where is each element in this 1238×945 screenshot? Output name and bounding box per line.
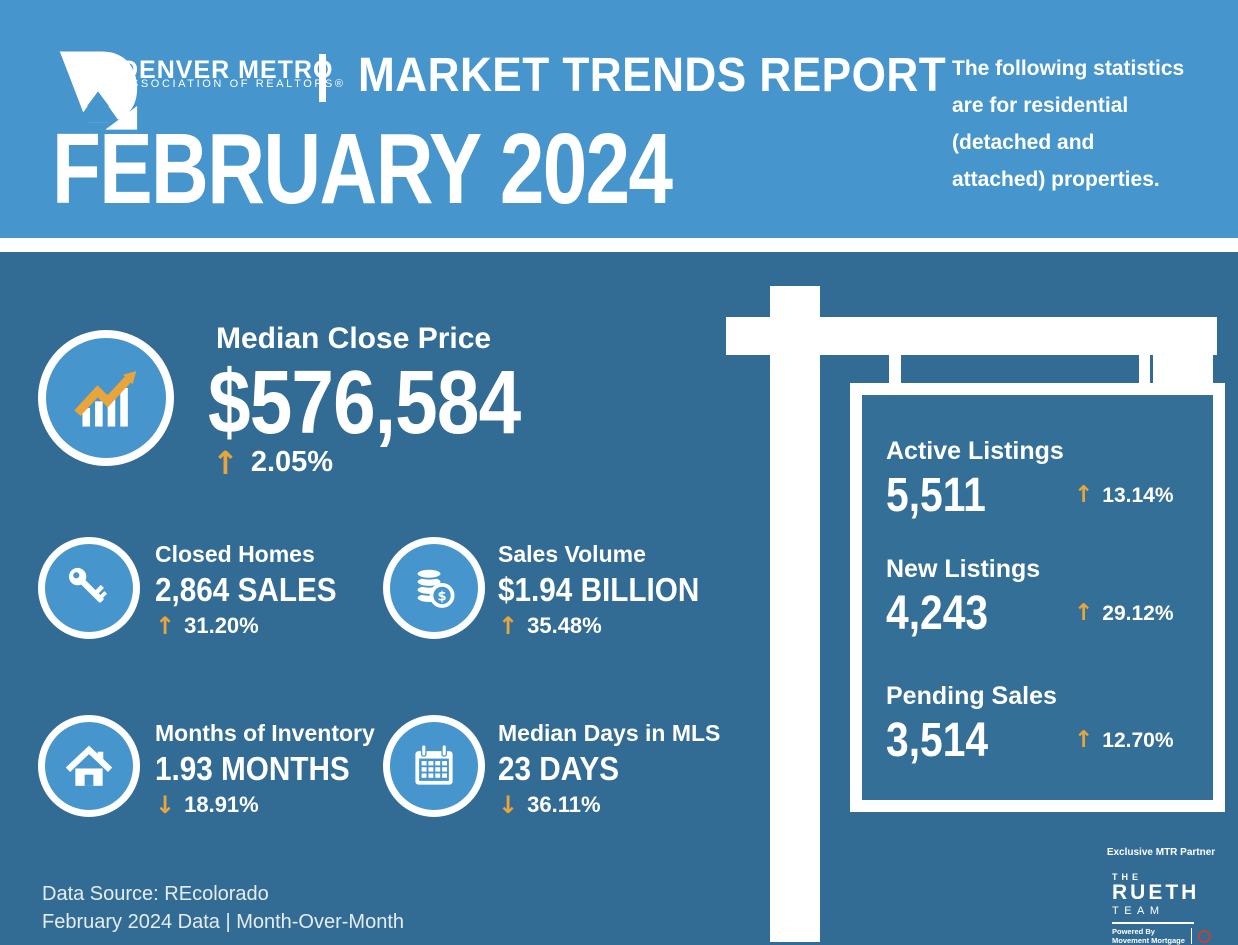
stat-value: 23 DAYS bbox=[498, 750, 620, 787]
note-line: The following statistics bbox=[952, 57, 1185, 80]
stat-closed-homes: Closed Homes 2,864 SALES ↑ 31.20% bbox=[155, 541, 357, 639]
powered-by-divider bbox=[1190, 928, 1192, 944]
stat-change: ↑ 12.70% bbox=[1074, 729, 1174, 753]
note-line: (detached and bbox=[952, 131, 1095, 154]
sign-hanger-left bbox=[889, 355, 901, 387]
stat-label: Pending Sales bbox=[886, 682, 1057, 710]
sign-post bbox=[770, 286, 820, 942]
stat-label: Median Close Price bbox=[216, 322, 492, 355]
team-logo-line: THE bbox=[1112, 872, 1142, 882]
stat-change: ↓ 36.11% bbox=[498, 792, 720, 818]
sign-crossbar bbox=[726, 317, 1217, 355]
stat-label: Active Listings bbox=[886, 437, 1064, 465]
stat-change: ↓ 18.91% bbox=[155, 792, 375, 818]
data-source-line: February 2024 Data | Month-Over-Month bbox=[42, 911, 405, 933]
header-separator bbox=[0, 238, 1238, 252]
svg-text:$: $ bbox=[438, 589, 447, 604]
header-divider bbox=[319, 54, 326, 102]
data-source: Data Source: REcolorado February 2024 Da… bbox=[42, 880, 404, 936]
stat-label: New Listings bbox=[886, 555, 1041, 583]
rueth-team-logo: THE RUETH TEAM bbox=[1096, 872, 1226, 924]
team-logo-line: RUETH bbox=[1112, 881, 1200, 904]
powered-by-line: Powered By bbox=[1112, 927, 1155, 936]
stat-change: ↑ 29.12% bbox=[1074, 602, 1174, 626]
note-line: are for residential bbox=[952, 94, 1129, 117]
coins-icon: $ bbox=[415, 567, 455, 608]
stat-value: 1.93 MONTHS bbox=[155, 750, 350, 787]
key-icon bbox=[68, 567, 107, 603]
powered-by-line: Movement Mortgage bbox=[1112, 936, 1185, 945]
stat-median-days-in-mls: Median Days in MLS 23 DAYS ↓ 36.11% bbox=[498, 720, 720, 818]
header-note: The following statistics are for residen… bbox=[952, 50, 1224, 198]
stat-value: 3,514 bbox=[886, 714, 989, 767]
change-percent: 18.91% bbox=[184, 792, 259, 817]
team-logo-line: TEAM bbox=[1112, 905, 1165, 917]
calendar-icon bbox=[415, 744, 453, 785]
change-percent: 36.11% bbox=[527, 792, 601, 817]
sign-item-active-listings: Active Listings 5,511 ↑ 13.14% bbox=[886, 437, 1201, 523]
team-logo-rule bbox=[1112, 922, 1194, 924]
sign-hanger-tab bbox=[1153, 355, 1213, 387]
up-arrow-icon: ↑ bbox=[1074, 600, 1094, 626]
sign-item-new-listings: New Listings 4,243 ↑ 29.12% bbox=[886, 555, 1201, 641]
down-arrow-icon: ↓ bbox=[155, 791, 176, 819]
months-of-inventory-badge bbox=[38, 715, 140, 817]
stat-label: Median Days in MLS bbox=[498, 720, 721, 746]
data-source-line: Data Source: REcolorado bbox=[42, 883, 269, 905]
dmar-logo-icon bbox=[59, 51, 138, 130]
stat-row: 5,511 ↑ 13.14% bbox=[886, 468, 1201, 523]
up-arrow-icon: ↑ bbox=[498, 612, 519, 640]
change-percent: 13.14% bbox=[1102, 483, 1174, 507]
stat-change: ↑ 35.48% bbox=[498, 613, 722, 639]
stat-change: ↑ 31.20% bbox=[155, 613, 357, 639]
brand-name: DENVER METRO bbox=[120, 56, 334, 84]
powered-by: Powered By Movement Mortgage bbox=[1096, 927, 1226, 945]
stat-label: Months of Inventory bbox=[155, 720, 375, 746]
header: DENVER METRO ASSOCIATION OF REALTORS® MA… bbox=[0, 0, 1238, 238]
stat-value: 5,511 bbox=[886, 469, 986, 522]
stat-value: 4,243 bbox=[886, 587, 989, 640]
house-icon bbox=[65, 745, 113, 786]
change-percent: 12.70% bbox=[1102, 728, 1174, 752]
stat-value: $1.94 BILLION bbox=[498, 571, 700, 608]
stat-value: 2,864 SALES bbox=[155, 571, 337, 608]
down-arrow-icon: ↓ bbox=[498, 791, 519, 819]
stat-row: 4,243 ↑ 29.12% bbox=[886, 586, 1201, 641]
closed-homes-badge bbox=[38, 537, 140, 639]
partner-block: Exclusive MTR Partner THE RUETH TEAM Pow… bbox=[1096, 847, 1226, 945]
stat-change: ↑ 13.14% bbox=[1074, 484, 1174, 508]
partner-heading: Exclusive MTR Partner bbox=[1106, 847, 1216, 858]
listings-sign: Active Listings 5,511 ↑ 13.14% New Listi… bbox=[850, 383, 1225, 812]
change-percent: 29.12% bbox=[1102, 601, 1174, 625]
bar-chart-growth-icon bbox=[74, 371, 137, 427]
sign-hanger-right bbox=[1139, 355, 1150, 387]
sign-item-pending-sales: Pending Sales 3,514 ↑ 12.70% bbox=[886, 682, 1201, 768]
note-line: attached) properties. bbox=[952, 168, 1160, 191]
stat-label: Sales Volume bbox=[498, 541, 646, 567]
movement-mortgage-icon bbox=[1197, 929, 1211, 943]
month-title: FEBRUARY 2024 bbox=[52, 113, 673, 225]
up-arrow-icon: ↑ bbox=[212, 443, 239, 482]
report-title: MARKET TRENDS REPORT bbox=[358, 49, 947, 102]
median-close-price-badge bbox=[38, 330, 174, 466]
change-percent: 35.48% bbox=[527, 613, 602, 638]
stat-change: ↑ 2.05% bbox=[212, 446, 333, 479]
up-arrow-icon: ↑ bbox=[155, 612, 176, 640]
up-arrow-icon: ↑ bbox=[1074, 482, 1094, 508]
powered-by-text: Powered By Movement Mortgage bbox=[1112, 927, 1185, 945]
sales-volume-badge: $ bbox=[383, 537, 485, 639]
stat-months-of-inventory: Months of Inventory 1.93 MONTHS ↓ 18.91% bbox=[155, 720, 375, 818]
brand-subtitle: ASSOCIATION OF REALTORS® bbox=[121, 78, 346, 90]
change-percent: 2.05% bbox=[250, 446, 334, 478]
stat-value: $576,584 bbox=[208, 353, 521, 453]
median-days-badge bbox=[383, 715, 485, 817]
stat-sales-volume: Sales Volume $1.94 BILLION ↑ 35.48% bbox=[498, 541, 722, 639]
change-percent: 31.20% bbox=[184, 613, 259, 638]
stat-row: 3,514 ↑ 12.70% bbox=[886, 713, 1201, 768]
up-arrow-icon: ↑ bbox=[1074, 727, 1094, 753]
stat-label: Closed Homes bbox=[155, 541, 315, 567]
